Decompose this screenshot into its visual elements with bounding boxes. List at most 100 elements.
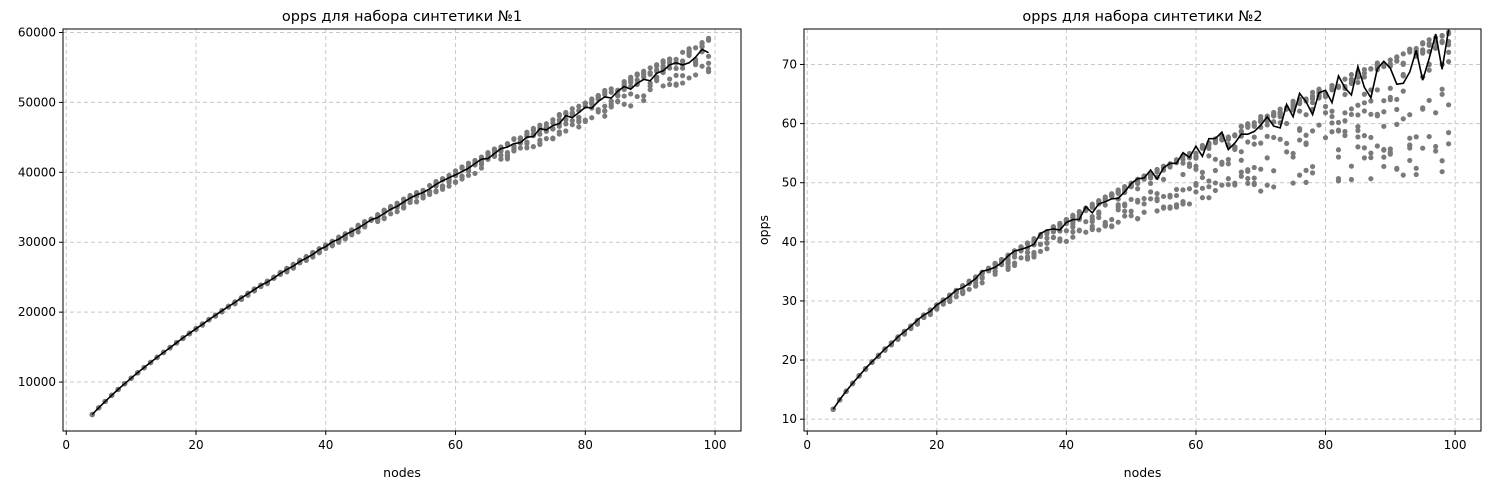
x-tick-label: 80 <box>1318 438 1333 452</box>
data-point <box>1245 168 1251 174</box>
data-point <box>628 103 634 109</box>
x-tick-label: 20 <box>929 438 944 452</box>
data-point <box>407 199 413 206</box>
data-point <box>1381 146 1387 153</box>
data-point <box>1335 127 1342 133</box>
data-point <box>1128 213 1134 219</box>
data-point <box>1420 145 1426 151</box>
data-point <box>1322 110 1329 116</box>
data-point <box>1309 96 1316 102</box>
data-point <box>1122 203 1128 209</box>
data-point <box>1238 128 1244 134</box>
data-point <box>1342 110 1348 116</box>
data-point <box>1089 204 1095 210</box>
data-point <box>1387 151 1393 157</box>
x-tick-label: 0 <box>803 438 811 452</box>
data-point <box>550 120 556 126</box>
data-point <box>1309 163 1316 170</box>
data-point <box>1102 219 1108 225</box>
data-point <box>413 199 420 205</box>
data-point <box>1063 228 1069 234</box>
data-point <box>1057 238 1063 244</box>
chart-title: opps для набора синтетики №1 <box>282 9 522 25</box>
data-point <box>1193 150 1199 156</box>
data-point <box>1407 142 1413 149</box>
data-point <box>517 145 524 151</box>
mean-line <box>91 48 709 416</box>
data-point <box>1135 197 1141 203</box>
data-point <box>1186 186 1193 192</box>
data-point <box>1147 175 1154 181</box>
data-point <box>1258 166 1264 172</box>
data-point <box>563 121 569 127</box>
data-point <box>602 108 608 114</box>
data-point <box>524 140 530 147</box>
data-point <box>1115 219 1121 225</box>
data-point <box>1348 71 1355 78</box>
data-point <box>439 183 446 189</box>
data-point <box>699 63 705 69</box>
data-point <box>582 100 588 107</box>
data-point <box>692 45 699 51</box>
data-point <box>1024 249 1031 256</box>
data-point <box>1199 169 1206 175</box>
y-tick-label: 50 <box>782 176 797 190</box>
data-point <box>1400 73 1406 79</box>
data-point <box>1147 196 1154 202</box>
data-point <box>1413 134 1419 140</box>
data-point <box>349 232 355 238</box>
data-point <box>1245 175 1251 182</box>
data-point <box>1368 134 1374 141</box>
data-point <box>602 91 608 98</box>
data-point <box>1335 154 1342 160</box>
data-point <box>1271 184 1277 190</box>
data-point <box>1355 144 1361 150</box>
y-tick-label: 70 <box>782 57 797 71</box>
data-point <box>1394 54 1400 60</box>
data-point <box>1355 127 1361 134</box>
data-point <box>1361 155 1367 161</box>
data-point <box>647 83 653 89</box>
data-point <box>426 182 433 189</box>
data-point <box>1225 176 1231 182</box>
plot-frame <box>803 28 1482 432</box>
data-point <box>537 141 543 148</box>
data-point <box>979 274 985 280</box>
data-point <box>673 65 679 72</box>
data-point <box>1083 229 1089 235</box>
data-point <box>576 124 582 130</box>
data-point <box>1264 133 1270 139</box>
data-point <box>1076 228 1082 234</box>
data-point <box>1394 121 1400 127</box>
data-point <box>940 301 946 307</box>
data-point <box>1426 42 1432 48</box>
data-point <box>1426 133 1432 140</box>
data-point <box>1238 123 1244 129</box>
data-point <box>1309 170 1316 176</box>
data-point <box>1251 141 1257 147</box>
data-point <box>556 113 562 119</box>
data-point <box>1284 140 1290 147</box>
y-tick-label: 40 <box>782 235 797 249</box>
data-point <box>1335 83 1342 89</box>
data-point <box>504 156 511 162</box>
x-tick-label: 0 <box>62 438 70 452</box>
data-point <box>1160 204 1167 210</box>
data-point <box>1342 132 1348 139</box>
data-point <box>446 183 452 189</box>
data-point <box>1089 218 1095 225</box>
data-point <box>979 280 985 286</box>
data-point <box>1212 156 1218 162</box>
x-tick-label: 20 <box>188 438 203 452</box>
data-point <box>1284 120 1290 127</box>
data-point <box>1225 161 1231 167</box>
data-point <box>1368 150 1374 156</box>
data-point <box>1355 134 1361 140</box>
data-point <box>680 58 686 64</box>
data-point <box>1368 98 1374 104</box>
data-point <box>1011 260 1018 266</box>
data-point <box>1426 67 1432 73</box>
data-point <box>1096 197 1102 204</box>
data-point <box>1096 227 1102 233</box>
